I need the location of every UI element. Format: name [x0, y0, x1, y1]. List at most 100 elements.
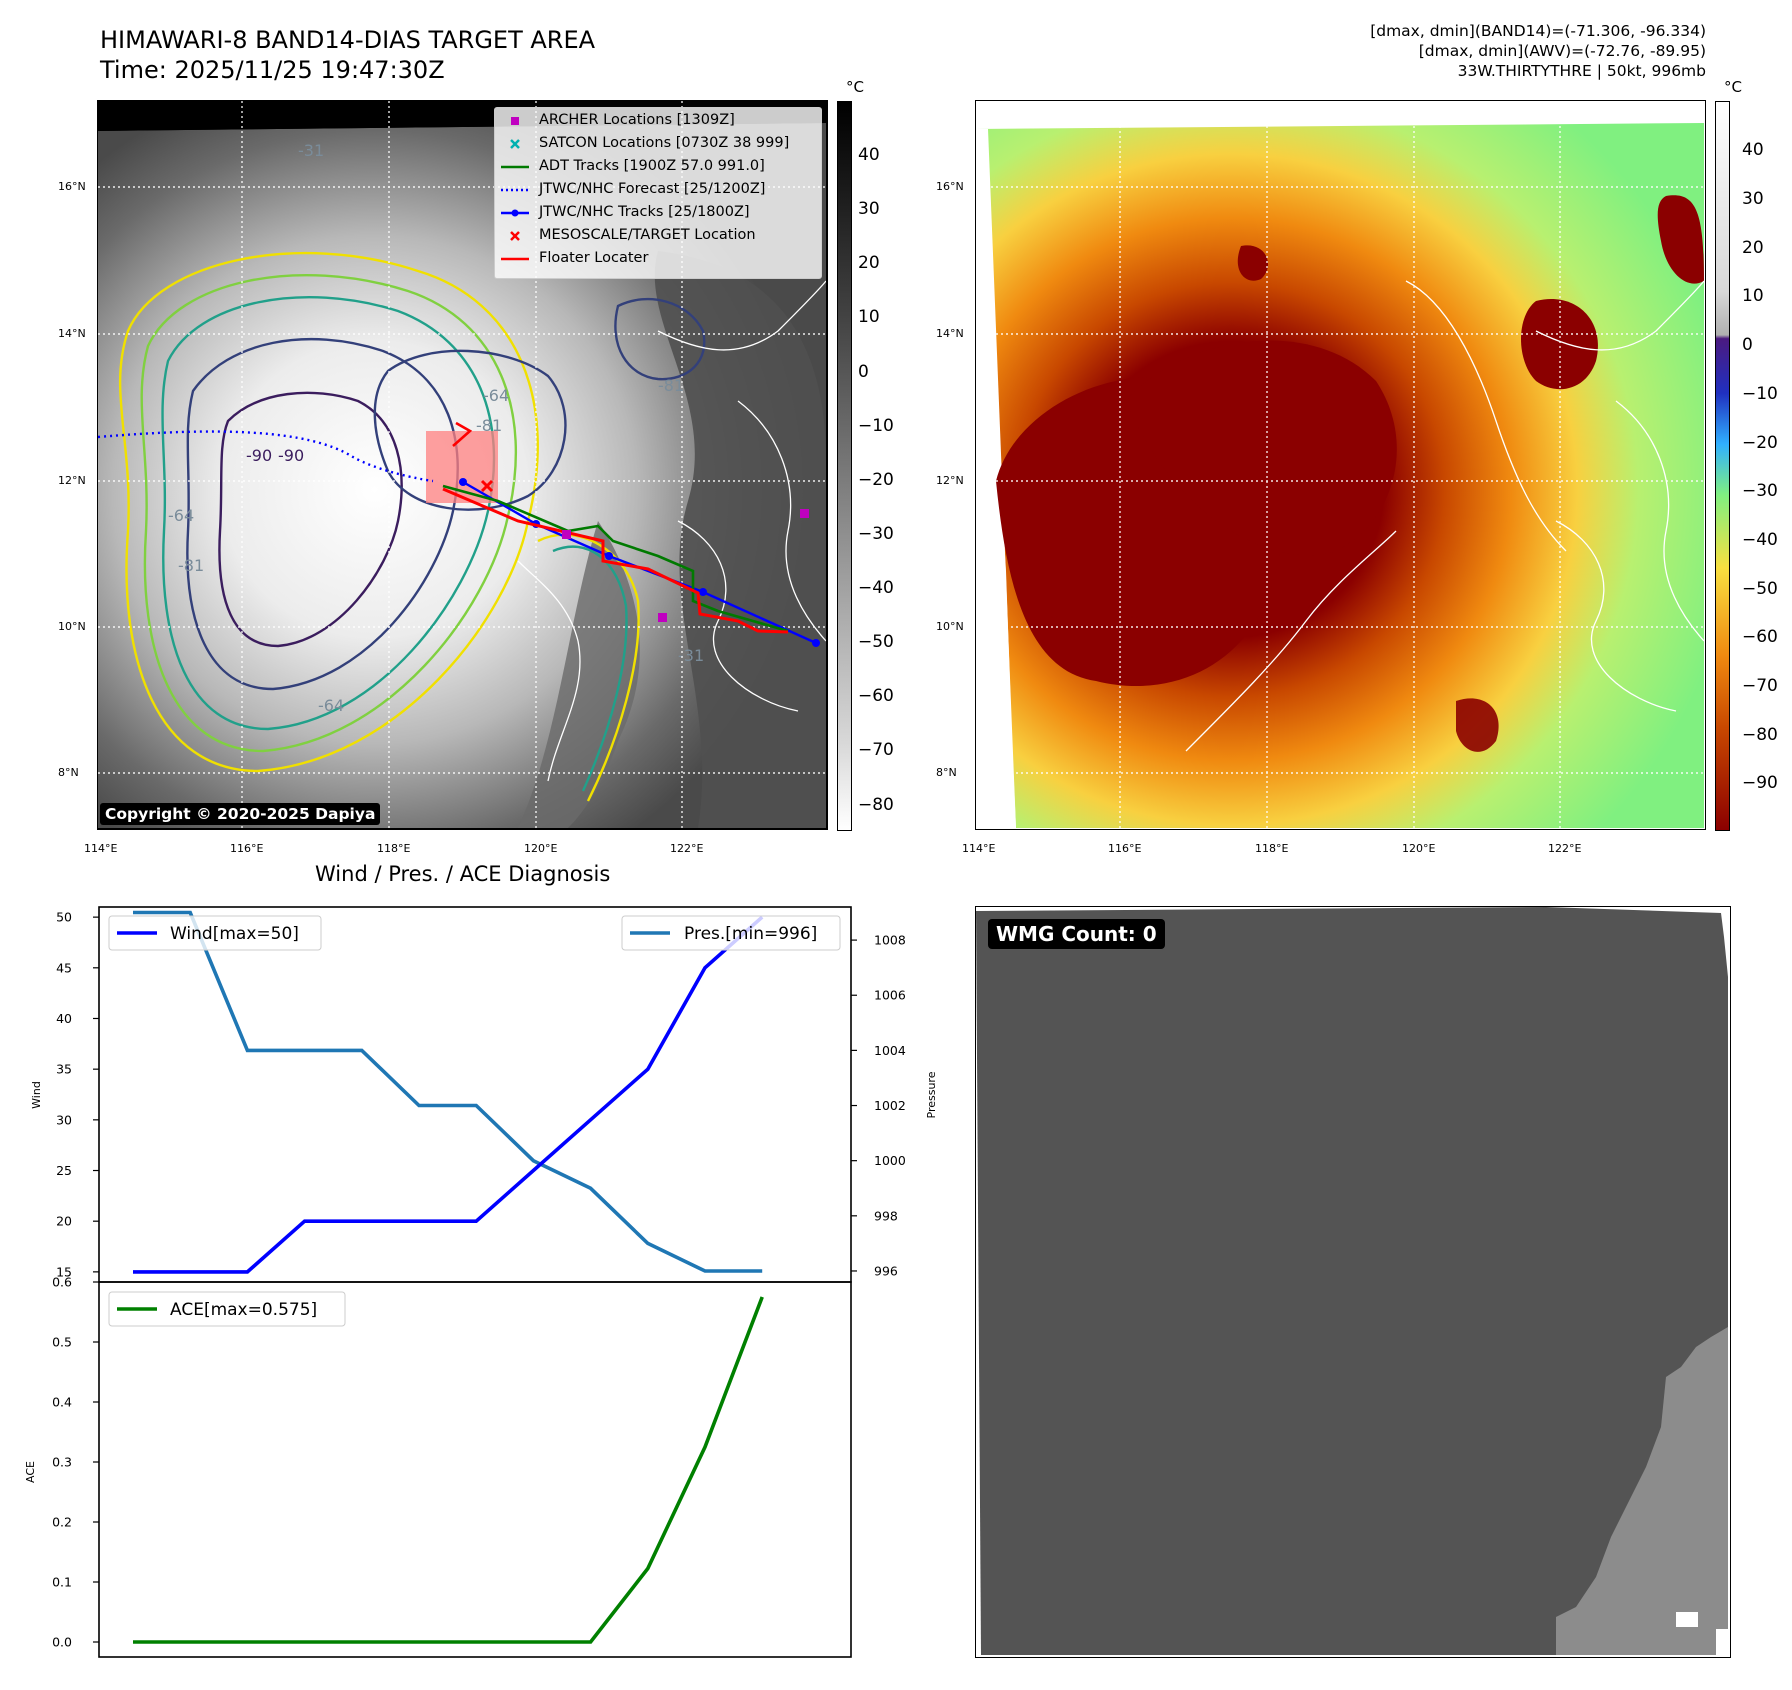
- colorbar-tick: −80: [1742, 725, 1778, 745]
- colorbar-tick: 10: [1742, 286, 1764, 306]
- wind-legend-label: Wind[max=50]: [170, 924, 299, 944]
- y-tick-label: 25: [56, 1163, 72, 1178]
- band14-colorbar: [837, 101, 852, 831]
- wind-y-ticks: 15 20 25 30 35 40 45 50: [56, 910, 99, 1279]
- contour-label: -31: [298, 141, 324, 160]
- y-tick-label: 50: [56, 910, 72, 925]
- colorbar-tick: −60: [1742, 627, 1778, 647]
- wind-line: [133, 915, 764, 1274]
- colorbar-tick: 40: [1742, 140, 1764, 160]
- colorbar-tick: 40: [858, 145, 880, 165]
- y-tick-label: 1004: [874, 1043, 906, 1058]
- contour-label: -64: [483, 386, 509, 405]
- band14-colorbar-unit: °C: [846, 78, 864, 96]
- colorbar-tick: 10: [858, 307, 880, 327]
- awv-colorbar: [1715, 101, 1730, 831]
- colorbar-tick: 20: [858, 253, 880, 273]
- colorbar-tick: 0: [858, 362, 869, 382]
- ace-y-ticks: 0.0 0.1 0.2 0.3 0.4 0.5 0.6: [52, 1275, 99, 1650]
- ace-legend: ACE[max=0.575]: [108, 1291, 346, 1327]
- lon-label: 122°E: [670, 842, 704, 855]
- colorbar-tick: −90: [1742, 773, 1778, 793]
- legend-jtwc-forecast: JTWC/NHC Forecast [25/1200Z]: [539, 181, 766, 197]
- lon-label: 120°E: [524, 842, 558, 855]
- colorbar-tick: −40: [1742, 530, 1778, 550]
- archer-marker: [800, 509, 809, 518]
- colorbar-tick: −10: [1742, 384, 1778, 404]
- floater-track: [442, 487, 789, 634]
- lat-label: 14°N: [58, 327, 86, 340]
- legend-floater: Floater Locater: [539, 250, 649, 266]
- colorbar-tick: −80: [858, 795, 894, 815]
- band14-imagery: -90 -81 -64 -64 -81 -90 -31 -64 -81 -31: [98, 101, 827, 828]
- map-legend: ARCHER Locations [1309Z] SATCON Location…: [494, 107, 822, 279]
- colorbar-tick: −30: [1742, 481, 1778, 501]
- y-tick-label: 15: [56, 1264, 72, 1279]
- lon-label: 114°E: [962, 842, 996, 855]
- contour-label: -81: [476, 416, 502, 435]
- y-tick-label: 30: [56, 1112, 72, 1127]
- pressure-axis-label: Pressure: [925, 1071, 938, 1118]
- lon-label: 114°E: [84, 842, 118, 855]
- legend-satcon: SATCON Locations [0730Z 38 999]: [539, 135, 790, 151]
- y-tick-label: 1006: [874, 988, 906, 1003]
- contour-label: -81: [658, 376, 684, 395]
- lon-label: 120°E: [1402, 842, 1436, 855]
- y-tick-label: 0.1: [52, 1575, 72, 1590]
- legend-jtwc-tracks: JTWC/NHC Tracks [25/1800Z]: [539, 204, 750, 220]
- pres-y-ticks: 996 998 1000 1002 1004 1006 1008: [851, 933, 906, 1278]
- info-awv: [dmax, dmin](AWV)=(-72.76, -89.95): [1418, 42, 1706, 60]
- ace-axis-label: ACE: [24, 1461, 37, 1483]
- awv-colorbar-unit: °C: [1724, 78, 1742, 96]
- wind-legend: Wind[max=50]: [108, 915, 322, 951]
- y-tick-label: 35: [56, 1062, 72, 1077]
- contour-label: -64: [318, 696, 344, 715]
- lon-label: 116°E: [230, 842, 264, 855]
- lon-label: 118°E: [377, 842, 411, 855]
- pressure-legend: Pres.[min=996]: [621, 915, 841, 951]
- y-tick-label: 0.2: [52, 1515, 72, 1530]
- lat-label: 12°N: [58, 474, 86, 487]
- lat-label: 16°N: [936, 180, 964, 193]
- pressure-line: [133, 910, 763, 1273]
- colorbar-tick: −60: [858, 686, 894, 706]
- y-tick-label: 1008: [874, 933, 906, 948]
- y-tick-label: 1002: [874, 1098, 906, 1113]
- lat-label: 16°N: [58, 180, 86, 193]
- lon-label: 122°E: [1548, 842, 1582, 855]
- diagnosis-charts: 15 20 25 30 35 40 45 50 996 998 1000 1002 1004 1006 1…: [24, 906, 938, 1658]
- lat-label: 12°N: [936, 474, 964, 487]
- figure-time: Time: 2025/11/25 19:47:30Z: [100, 56, 445, 84]
- mesoscale-target-marker: [480, 479, 494, 493]
- awv-imagery: [976, 101, 1705, 828]
- y-tick-label: 998: [874, 1208, 898, 1223]
- awv-map: [975, 100, 1706, 830]
- contour-label: -90: [278, 446, 304, 465]
- colorbar-tick: −70: [1742, 676, 1778, 696]
- lat-label: 10°N: [936, 620, 964, 633]
- lon-label: 116°E: [1108, 842, 1142, 855]
- adt-track: [442, 484, 789, 633]
- wmg-imagery: [976, 907, 1730, 1655]
- pressure-legend-label: Pres.[min=996]: [684, 924, 817, 944]
- info-storm: 33W.THIRTYTHRE | 50kt, 996mb: [1457, 62, 1706, 80]
- wind-axis-label: Wind: [30, 1081, 43, 1109]
- colorbar-tick: −10: [858, 416, 894, 436]
- y-tick-label: 996: [874, 1263, 898, 1278]
- ace-legend-label: ACE[max=0.575]: [170, 1300, 317, 1320]
- contour-label: -81: [178, 556, 204, 575]
- colorbar-tick: −50: [1742, 579, 1778, 599]
- lat-label: 14°N: [936, 327, 964, 340]
- y-tick-label: 0.0: [52, 1635, 72, 1650]
- y-tick-label: 40: [56, 1011, 72, 1026]
- colorbar-tick: 0: [1742, 335, 1753, 355]
- legend-markers: [501, 117, 529, 261]
- wmg-count-badge: WMG Count: 0: [988, 919, 1165, 949]
- jtwc-forecast-track: [98, 430, 434, 483]
- colorbar-tick: 30: [1742, 189, 1764, 209]
- contour-label: -31: [678, 646, 704, 665]
- y-tick-label: 0.5: [52, 1335, 72, 1350]
- contour-label: -90: [246, 446, 272, 465]
- diagnosis-title: Wind / Pres. / ACE Diagnosis: [315, 862, 611, 886]
- copyright-label: Copyright © 2020-2025 Dapiya: [100, 803, 381, 825]
